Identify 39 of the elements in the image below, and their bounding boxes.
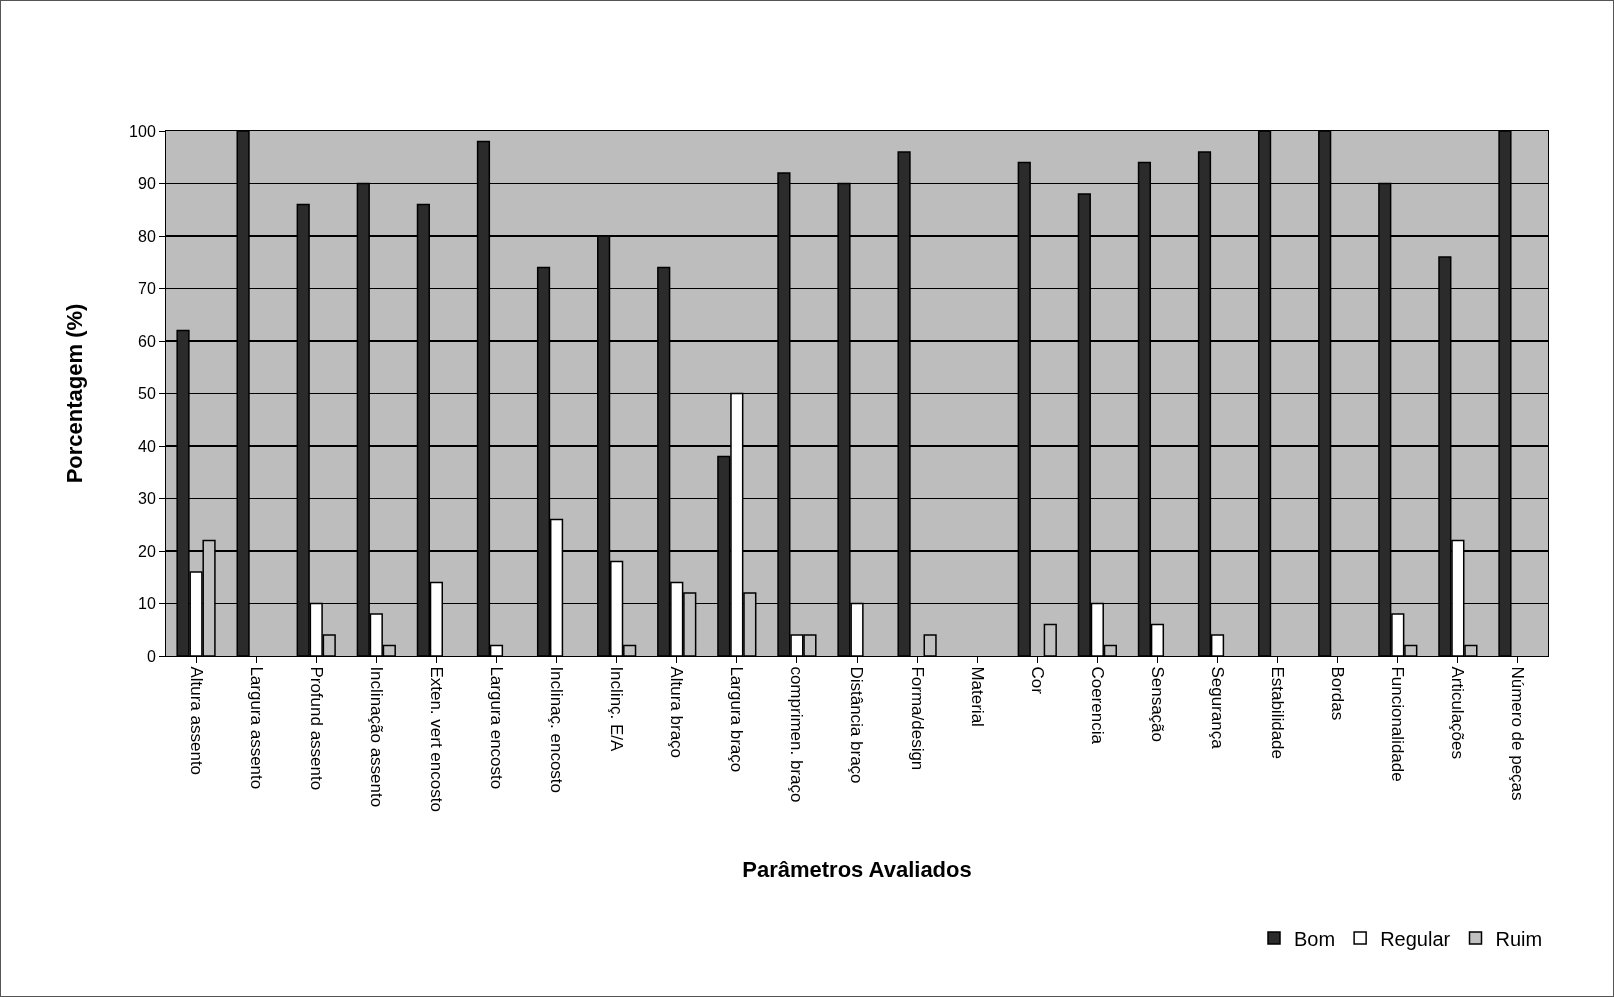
y-tick-label: 10 [138, 595, 156, 613]
y-tick-label: 30 [138, 490, 156, 508]
x-tick-label: Coerencia [1087, 666, 1107, 745]
x-tick-label: Articulações [1448, 666, 1468, 760]
y-tick-label: 100 [129, 122, 156, 140]
x-tick-label: Exten. vert encosto [426, 666, 446, 812]
y-tick-label: 70 [138, 280, 156, 298]
x-tick-label: Inclinç. E/A [607, 666, 627, 753]
x-tick-label: comprimen. braço [787, 666, 807, 803]
x-tick-label: Inclinação assento [366, 666, 386, 808]
x-tick-label: Altura braço [667, 666, 687, 759]
y-tick-label: 80 [138, 227, 156, 245]
y-tick-label: 0 [146, 647, 156, 665]
x-tick-label: Altura assento [186, 666, 206, 776]
y-tick-label: 90 [138, 175, 156, 193]
x-tick-label: Sensação [1147, 666, 1167, 743]
x-tick-label: Inclinaç. encosto [547, 666, 567, 794]
legend-label: Bom [1294, 927, 1336, 950]
y-tick-label: 40 [138, 437, 156, 455]
x-tick-label: Cor [1027, 666, 1047, 695]
x-tick-label: Profund assento [306, 666, 326, 791]
x-tick-label: Bordas [1328, 666, 1348, 721]
x-tick-label: Material [967, 666, 987, 727]
legend-label: Regular [1380, 927, 1451, 950]
x-tick-label: Largura braço [727, 666, 747, 773]
x-tick-label: Funcionalidade [1388, 666, 1408, 782]
x-tick-label: Largura assento [246, 666, 266, 790]
x-tick-label: Distância braço [847, 666, 867, 784]
y-tick-label: 20 [138, 542, 156, 560]
x-tick-label: Estabilidade [1268, 666, 1288, 760]
y-axis-title: Porcentagem (%) [61, 303, 87, 484]
x-tick-label: Segurança [1207, 666, 1227, 750]
y-tick-label: 60 [138, 332, 156, 350]
x-tick-label: Forma/design [907, 666, 927, 771]
x-axis-title: Parâmetros Avaliados [742, 856, 972, 882]
x-tick-label: Largura encosto [486, 666, 506, 790]
x-tick-label: Número de peças [1508, 666, 1528, 801]
y-tick-label: 50 [138, 385, 156, 403]
legend-label: Ruim [1495, 927, 1543, 950]
